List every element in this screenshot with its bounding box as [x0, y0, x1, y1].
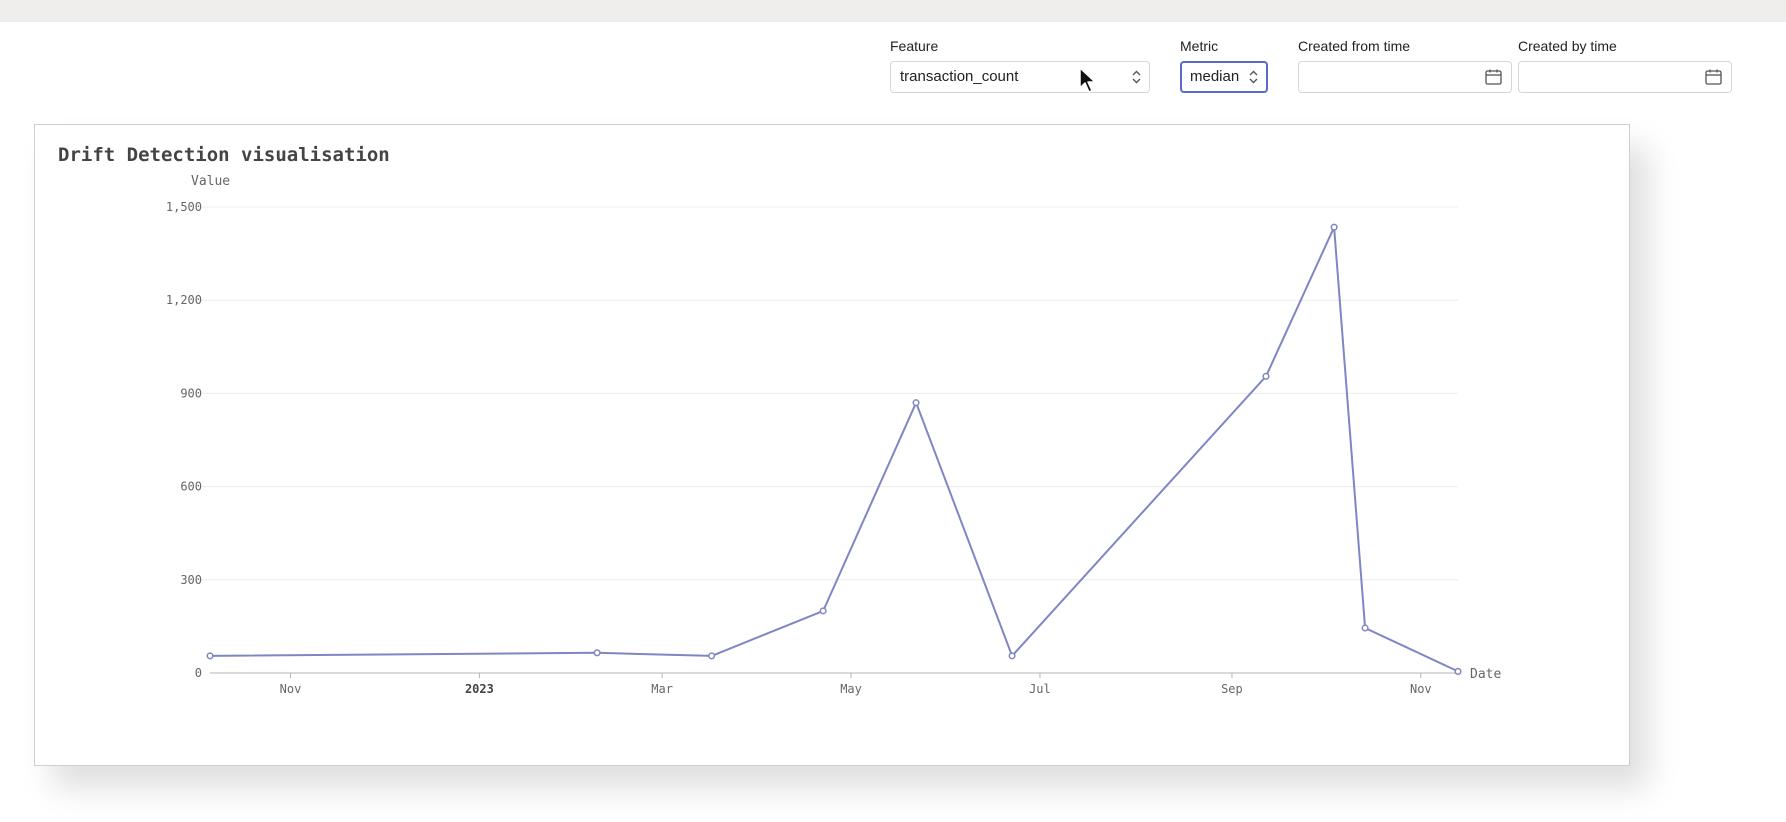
series-line — [209, 226, 1459, 673]
data-point — [593, 649, 601, 657]
created-by-filter: Created by time — [1518, 38, 1732, 93]
data-point — [708, 652, 716, 660]
x-tick-label: 2023 — [465, 682, 494, 696]
metric-value: median — [1190, 68, 1240, 85]
x-tick-label: May — [840, 682, 862, 696]
x-tick-label: Sep — [1221, 682, 1243, 696]
feature-select[interactable]: transaction_count — [890, 61, 1150, 93]
created-from-filter: Created from time — [1298, 38, 1512, 93]
feature-filter: Feature transaction_count — [890, 38, 1150, 93]
feature-value: transaction_count — [900, 68, 1019, 85]
x-tick-label: Nov — [280, 682, 302, 696]
data-point — [1262, 372, 1270, 380]
mouse-pointer-icon — [1079, 67, 1096, 93]
filter-bar: Feature transaction_count Metric median … — [0, 38, 1786, 98]
y-tick-label: 900 — [180, 386, 202, 400]
x-axis-title: Date — [1470, 667, 1501, 682]
chart-title: Drift Detection visualisation — [58, 144, 390, 166]
feature-label: Feature — [890, 38, 939, 54]
line-chart: 0 300 600 900 1,200 1,500 Value Nov 2023 Mar May Ju… — [166, 174, 1502, 696]
data-point — [1008, 652, 1016, 660]
y-tick-label: 300 — [180, 573, 202, 587]
created-by-input[interactable] — [1518, 61, 1732, 93]
y-tick-label: 1,500 — [166, 200, 202, 214]
data-point — [1454, 667, 1462, 675]
created-from-input[interactable] — [1298, 61, 1512, 93]
data-point — [819, 607, 827, 615]
data-point — [1330, 223, 1338, 231]
metric-filter: Metric median — [1180, 38, 1268, 93]
y-axis-title: Value — [191, 174, 230, 189]
updown-chevron-icon — [1249, 70, 1258, 84]
top-bar — [0, 0, 1786, 22]
updown-chevron-icon — [1132, 70, 1141, 84]
x-tick-label: Mar — [651, 682, 673, 696]
metric-select[interactable]: median — [1180, 61, 1268, 93]
y-tick-label: 600 — [180, 480, 202, 494]
data-point — [206, 652, 214, 660]
y-tick-label: 1,200 — [166, 293, 202, 307]
created-by-label: Created by time — [1518, 38, 1617, 54]
data-point — [912, 399, 920, 407]
metric-label: Metric — [1180, 38, 1219, 54]
y-tick-label: 0 — [195, 666, 202, 680]
calendar-icon[interactable] — [1705, 69, 1722, 85]
x-tick-label: Nov — [1410, 682, 1432, 696]
chart-card: Drift Detection visualisation 0 300 600 900… — [34, 124, 1630, 766]
data-point — [1361, 624, 1369, 632]
created-from-label: Created from time — [1298, 38, 1411, 54]
x-tick-label: Jul — [1029, 682, 1051, 696]
calendar-icon[interactable] — [1485, 69, 1502, 85]
